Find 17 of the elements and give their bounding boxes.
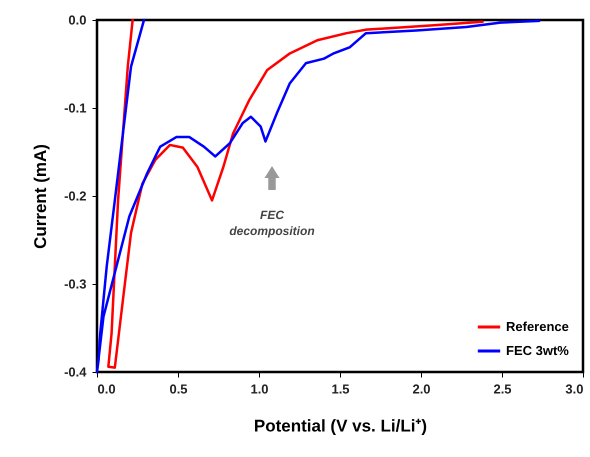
x-tick-label: 1.0 bbox=[250, 382, 269, 396]
legend-label: Reference bbox=[506, 319, 569, 334]
x-tick-label: 0.5 bbox=[169, 382, 188, 396]
x-tick-label: 2.0 bbox=[412, 382, 431, 396]
x-axis-title: Potential (V vs. Li/Li⁺) bbox=[254, 416, 428, 436]
legend-label: FEC 3wt% bbox=[506, 343, 570, 358]
x-tick-label: 1.5 bbox=[331, 382, 350, 396]
x-tick-label: 3.0 bbox=[565, 382, 584, 396]
y-tick-label: -0.1 bbox=[64, 100, 86, 116]
y-tick-label: -0.2 bbox=[64, 188, 86, 204]
y-tick-label: -0.4 bbox=[64, 364, 88, 380]
x-tick-label: 2.5 bbox=[493, 382, 512, 396]
y-tick-label: -0.3 bbox=[64, 276, 86, 292]
y-tick-label: 0.0 bbox=[68, 12, 86, 28]
y-axis-title: Current (mA) bbox=[31, 144, 50, 249]
x-tick-label: 0.0 bbox=[98, 382, 116, 396]
annotation: FEC decomposition bbox=[229, 208, 315, 238]
